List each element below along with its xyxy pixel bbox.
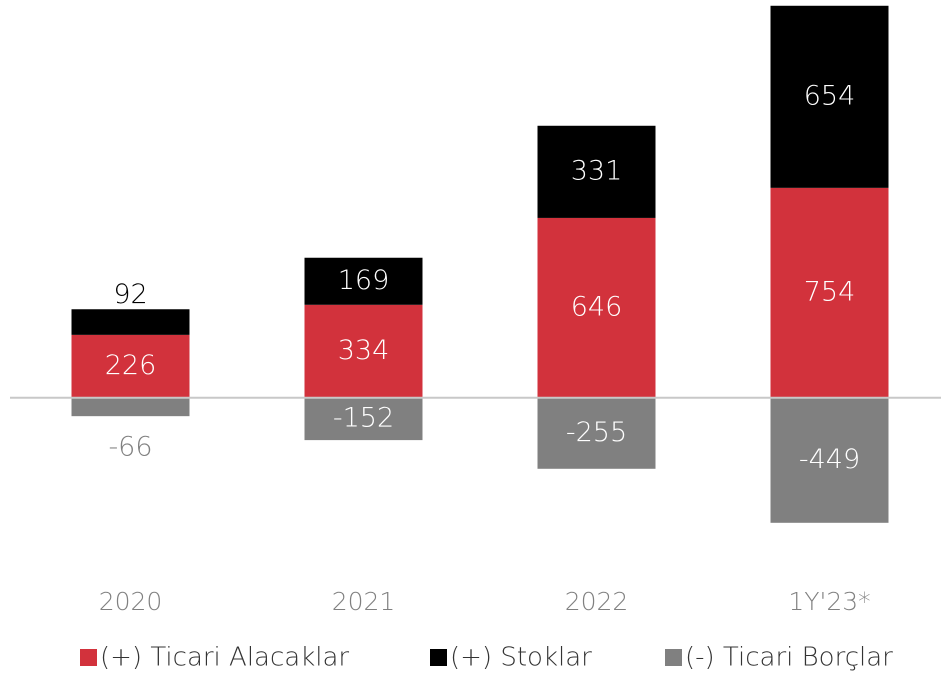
legend-label: (+) Ticari Alacaklar	[100, 643, 349, 673]
bar-segment	[304, 397, 423, 441]
bar-segment	[770, 5, 889, 188]
bar-segment	[71, 397, 190, 417]
value-label: 226	[105, 350, 157, 381]
bar-segment	[304, 304, 423, 398]
bar-segment	[304, 257, 423, 305]
legend-swatch	[80, 649, 97, 666]
legend-swatch	[665, 649, 682, 666]
legend-label: (+) Stoklar	[450, 643, 592, 673]
legend-label: (-) Ticari Borçlar	[685, 643, 893, 673]
legend-swatch	[430, 649, 447, 666]
value-label: 654	[804, 80, 856, 111]
value-label: -449	[799, 444, 860, 475]
bar-segment	[71, 334, 190, 398]
value-label: -152	[333, 402, 394, 433]
value-label: 754	[804, 276, 856, 307]
value-label: 92	[113, 279, 147, 310]
value-label: 646	[571, 291, 623, 322]
value-label: 331	[571, 155, 623, 186]
bar-segment	[770, 187, 889, 398]
bar-segment	[71, 309, 190, 335]
value-label: 169	[338, 265, 390, 296]
x-tick-label: 2022	[565, 587, 629, 616]
value-label: -255	[566, 417, 627, 448]
x-tick-label: 1Y'23*	[788, 587, 870, 616]
value-label: -66	[108, 432, 152, 463]
x-tick-label: 2020	[99, 587, 163, 616]
bar-segment	[537, 217, 656, 398]
value-label: 334	[338, 335, 390, 366]
x-tick-label: 2021	[332, 587, 396, 616]
bar-segment	[537, 125, 656, 218]
bar-segment	[537, 397, 656, 469]
bar-segment	[770, 397, 889, 523]
